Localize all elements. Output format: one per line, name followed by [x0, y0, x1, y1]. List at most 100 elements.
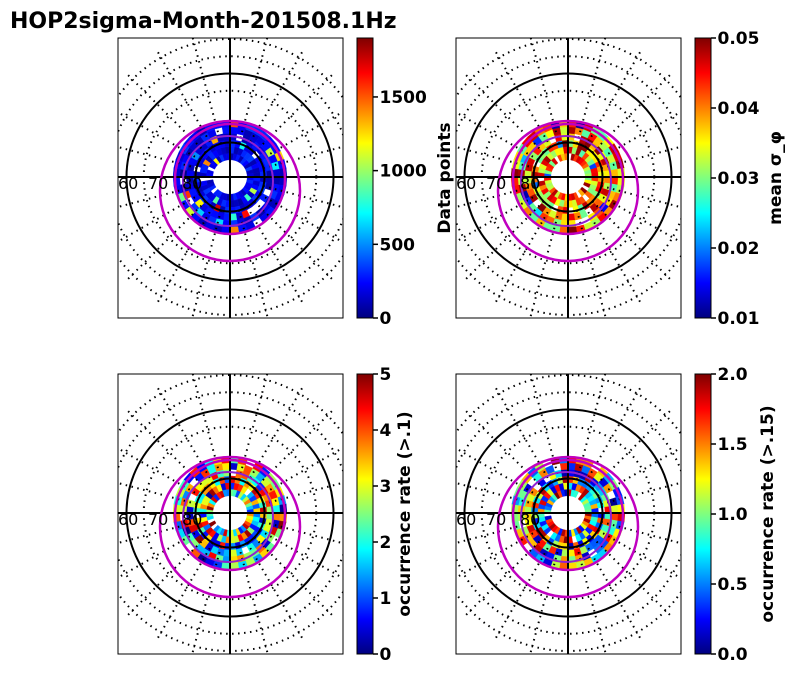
heatmap-cell	[206, 169, 214, 175]
lon-spoke-dotted	[456, 529, 539, 579]
lon-spoke-dotted	[456, 145, 535, 170]
plot-frame	[117, 373, 344, 655]
lon-spoke-dotted	[126, 200, 207, 281]
oval-inner	[511, 122, 625, 236]
latitude-label: 70	[148, 510, 168, 529]
lon-spoke-dotted	[263, 184, 343, 209]
lon-spoke-dotted	[575, 546, 607, 654]
lon-spoke-dotted	[456, 184, 535, 209]
lon-spoke-dotted	[494, 542, 552, 639]
colorbar-mean-sigma: 0.01 0.02 0.03 0.04 0.05	[694, 29, 760, 329]
polar-plot-data-points: 60 70 80	[118, 38, 343, 318]
panel-occurrence-rate-015: 60 70 80 0.0 0.5 1.0 1.5 2.0 occurrence rate (…	[455, 365, 778, 665]
lon-spoke-dotted	[237, 210, 269, 318]
latitude-label: 80	[182, 174, 202, 193]
oval-outer	[158, 119, 302, 263]
colorbar-tick-label: 2	[380, 533, 392, 553]
heatmap-cell	[567, 549, 576, 557]
latitude-label: 70	[486, 510, 506, 529]
colorbar-tick-label: 2.0	[718, 365, 748, 385]
lon-spoke-dotted	[118, 529, 201, 579]
lon-spoke-dotted	[118, 145, 197, 170]
lon-spoke-dotted	[597, 193, 681, 244]
heatmap-cell	[221, 126, 231, 135]
latitude-label: 80	[520, 510, 540, 529]
lon-spoke-dotted	[246, 542, 304, 639]
lon-spoke-dotted	[263, 481, 343, 506]
colorbar-tick-label: 0	[380, 645, 392, 665]
heatmap-cell	[272, 168, 281, 178]
colorbar-data-points: 0 500 1000 1500	[356, 37, 427, 329]
lon-spoke-dotted	[259, 193, 343, 244]
oval-inner	[511, 458, 625, 572]
lon-spoke-dotted	[253, 536, 334, 617]
plot-frame	[455, 37, 682, 319]
lon-spoke-dotted	[191, 210, 223, 318]
colorbar-tick-label: 0.0	[718, 645, 748, 665]
oval-outer	[496, 119, 640, 263]
heatmap-cell	[272, 176, 281, 186]
colorbar-gradient	[694, 37, 712, 319]
oval-core	[520, 471, 612, 563]
colorbar-tick-label: 1000	[380, 162, 427, 182]
colorbar-label-occurrence-rate-01: occurrence rate (>.1)	[395, 411, 415, 616]
oval-core	[520, 135, 612, 227]
heatmap-cell	[567, 213, 576, 221]
heatmap-cell	[229, 213, 238, 221]
colorbar-tick-label: 0	[380, 309, 392, 329]
colorbar-tick-label: 3	[380, 477, 392, 497]
panel-occurrence-rate-01: 60 70 80 0 1 2 3 4 5 occurrence rate (>.1)	[117, 365, 415, 665]
lon-spoke-dotted	[591, 200, 672, 281]
colorbar-tick-label: 0.5	[718, 575, 748, 595]
lon-spoke-dotted	[601, 481, 681, 506]
lon-spoke-dotted	[584, 206, 642, 303]
heatmap-cell	[610, 176, 619, 186]
latitude-label: 70	[486, 174, 506, 193]
colorbar-gradient	[356, 373, 374, 655]
lon-spoke-dotted	[456, 481, 535, 506]
lon-spoke-dotted	[118, 481, 197, 506]
lon-spoke-dotted	[246, 206, 304, 303]
latitude-label: 60	[118, 510, 138, 529]
oval-core	[182, 135, 274, 227]
latitude-label: 80	[182, 510, 202, 529]
latitude-label: 60	[456, 510, 476, 529]
heatmap-cells	[172, 119, 288, 235]
panel-mean-sigma: 60 70 80 0.01 0.02 0.03 0.04 0.05 mean σ_φ	[455, 29, 786, 329]
colorbar-tick-label: 1.0	[718, 505, 748, 525]
heatmap-cell	[221, 462, 231, 471]
heatmap-cell	[567, 126, 577, 135]
colorbar-tick-label: 5	[380, 365, 392, 385]
polar-plot-mean-sigma: 60 70 80	[456, 38, 681, 318]
colorbar-gradient	[694, 373, 712, 655]
lon-spoke-dotted	[529, 210, 561, 318]
heatmap-cell	[559, 126, 569, 135]
colorbar-gradient	[356, 37, 374, 319]
colorbar-label-occurrence-rate-015: occurrence rate (>.15)	[758, 405, 778, 622]
colorbar-tick-label: 4	[380, 421, 392, 441]
plot-area: 60 70 80	[456, 374, 681, 654]
oval-outer	[496, 455, 640, 599]
lon-spoke-dotted	[464, 200, 545, 281]
lon-spoke-dotted	[118, 184, 197, 209]
heatmap-cell	[272, 512, 281, 522]
lon-spoke-dotted	[263, 520, 343, 545]
polar-plot-occurrence-rate-01: 60 70 80	[118, 374, 343, 654]
heatmap-cell	[567, 462, 577, 471]
latitude-label: 70	[148, 174, 168, 193]
colorbar-label-mean-sigma: mean σ_φ	[766, 131, 786, 225]
lon-spoke-dotted	[191, 546, 223, 654]
heatmap-cell	[610, 168, 619, 178]
lon-spoke-dotted	[591, 536, 672, 617]
latitude-label: 80	[520, 174, 540, 193]
oval-inner	[173, 122, 287, 236]
figure-title: HOP2sigma-Month-201508.1Hz	[10, 9, 397, 34]
lon-spoke-dotted	[584, 387, 642, 484]
lon-spoke-dotted	[456, 520, 535, 545]
heatmap-cell	[229, 549, 238, 557]
lon-spoke-dotted	[118, 193, 201, 243]
lon-spoke-dotted	[584, 542, 642, 639]
heatmap-cell	[610, 512, 619, 522]
lon-spoke-dotted	[601, 520, 681, 545]
lon-spoke-dotted	[575, 210, 607, 318]
